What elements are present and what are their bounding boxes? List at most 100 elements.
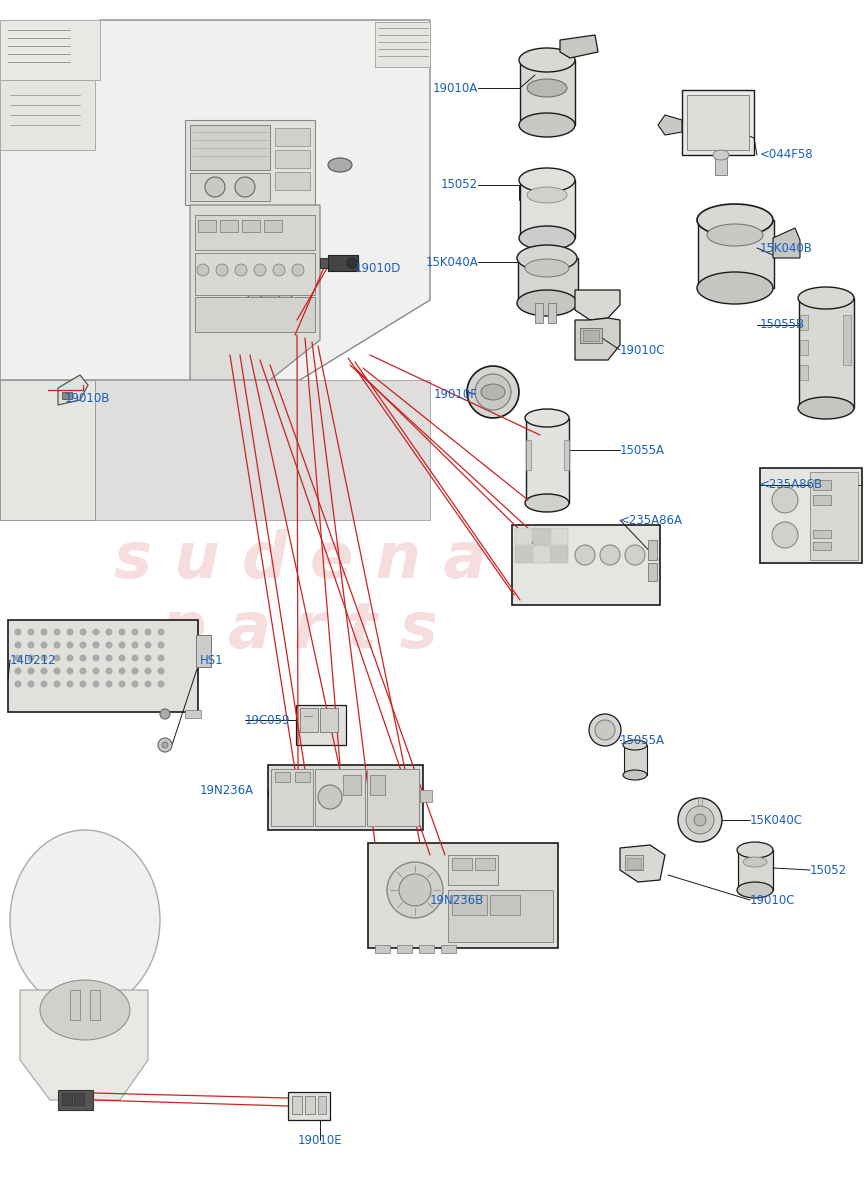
- Polygon shape: [20, 990, 148, 1100]
- Circle shape: [600, 545, 620, 565]
- Circle shape: [144, 680, 151, 688]
- Circle shape: [157, 642, 164, 648]
- Circle shape: [79, 642, 86, 648]
- Bar: [62, 1093, 72, 1105]
- Text: 19010A: 19010A: [433, 82, 478, 95]
- Circle shape: [105, 629, 112, 636]
- Text: HS1: HS1: [200, 654, 224, 666]
- Text: <235A86A: <235A86A: [620, 514, 683, 527]
- Bar: [370, 775, 385, 794]
- Ellipse shape: [517, 245, 577, 271]
- Circle shape: [79, 629, 86, 636]
- Ellipse shape: [623, 770, 647, 780]
- Circle shape: [79, 680, 86, 688]
- Circle shape: [15, 667, 22, 674]
- Polygon shape: [190, 205, 320, 380]
- Text: 19N236A: 19N236A: [200, 784, 254, 797]
- Ellipse shape: [525, 409, 569, 427]
- Bar: [533, 528, 550, 545]
- Circle shape: [678, 798, 722, 842]
- Text: 19010C: 19010C: [620, 343, 665, 356]
- Bar: [715, 155, 727, 175]
- Bar: [292, 1096, 302, 1114]
- Bar: [564, 440, 569, 470]
- Text: 19010D: 19010D: [355, 262, 402, 275]
- Bar: [648, 563, 657, 581]
- Circle shape: [41, 654, 48, 661]
- Circle shape: [694, 814, 706, 826]
- Ellipse shape: [743, 857, 767, 866]
- Ellipse shape: [713, 150, 729, 160]
- Bar: [288, 1092, 330, 1120]
- Bar: [810, 472, 858, 560]
- Text: p a r t s: p a r t s: [161, 599, 439, 661]
- Bar: [625, 854, 643, 870]
- Bar: [220, 220, 238, 232]
- Bar: [397, 946, 412, 953]
- Bar: [533, 546, 550, 563]
- Bar: [295, 772, 310, 782]
- Bar: [74, 1093, 84, 1105]
- Circle shape: [144, 642, 151, 648]
- Circle shape: [54, 654, 60, 661]
- Circle shape: [273, 264, 285, 276]
- Circle shape: [79, 654, 86, 661]
- Bar: [0, 20, 100, 80]
- Circle shape: [105, 680, 112, 688]
- Text: 15K040B: 15K040B: [760, 241, 813, 254]
- Circle shape: [118, 629, 125, 636]
- Bar: [271, 769, 313, 826]
- Circle shape: [131, 642, 138, 648]
- Polygon shape: [0, 380, 430, 520]
- Circle shape: [248, 278, 292, 322]
- Bar: [682, 90, 754, 155]
- Bar: [813, 542, 831, 550]
- Circle shape: [28, 642, 35, 648]
- Circle shape: [160, 709, 170, 719]
- Ellipse shape: [481, 384, 505, 400]
- Bar: [490, 895, 520, 914]
- Circle shape: [157, 680, 164, 688]
- Circle shape: [131, 680, 138, 688]
- Circle shape: [28, 654, 35, 661]
- Circle shape: [589, 714, 621, 746]
- Bar: [512, 526, 660, 605]
- Bar: [813, 530, 831, 538]
- Bar: [190, 173, 270, 200]
- Bar: [548, 302, 556, 323]
- Bar: [275, 150, 310, 168]
- Ellipse shape: [519, 226, 575, 250]
- Ellipse shape: [525, 494, 569, 512]
- Bar: [526, 440, 531, 470]
- Circle shape: [399, 874, 431, 906]
- Text: 19N236B: 19N236B: [430, 894, 484, 906]
- Circle shape: [144, 654, 151, 661]
- Bar: [843, 314, 851, 365]
- Text: 15055A: 15055A: [620, 444, 665, 456]
- Bar: [375, 946, 390, 953]
- Text: 15052: 15052: [810, 864, 847, 876]
- Circle shape: [15, 654, 22, 661]
- Bar: [738, 850, 773, 890]
- Circle shape: [118, 667, 125, 674]
- Ellipse shape: [328, 158, 352, 172]
- Bar: [475, 858, 495, 870]
- Circle shape: [54, 667, 60, 674]
- Bar: [526, 418, 569, 503]
- Bar: [305, 1096, 315, 1114]
- Circle shape: [575, 545, 595, 565]
- Bar: [8, 620, 198, 712]
- Bar: [0, 80, 95, 150]
- Bar: [800, 340, 808, 355]
- Ellipse shape: [697, 272, 773, 304]
- Circle shape: [318, 785, 342, 809]
- Bar: [320, 258, 328, 268]
- Bar: [760, 468, 862, 563]
- Bar: [452, 858, 472, 870]
- Circle shape: [475, 374, 511, 410]
- Bar: [624, 745, 647, 775]
- Circle shape: [131, 667, 138, 674]
- Bar: [448, 890, 553, 942]
- Ellipse shape: [525, 259, 569, 277]
- Circle shape: [92, 629, 99, 636]
